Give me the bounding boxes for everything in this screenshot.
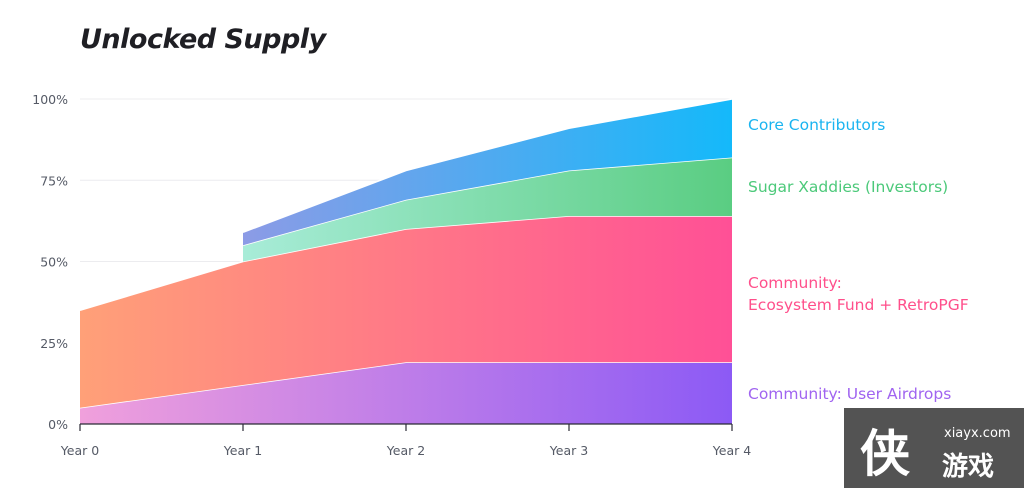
y-tick-label: 100% — [32, 92, 68, 107]
legend-item: Community: User Airdrops — [748, 383, 951, 405]
watermark: 侠 xiayx.com 游戏 — [844, 408, 1024, 488]
x-axis-ticks: Year 0 Year 1 Year 2 Year 3 Year 4 — [60, 424, 751, 458]
legend-label: Sugar Xaddies (Investors) — [748, 178, 949, 196]
chart-title: Unlocked Supply — [80, 24, 326, 55]
watermark-name: 游戏 — [942, 452, 995, 482]
legend-label: Community: User Airdrops — [748, 385, 952, 403]
legend-item: Core Contributors — [748, 114, 885, 136]
area-community — [80, 216, 732, 408]
area-sugar-xaddies-investors — [243, 157, 732, 262]
legend-item: Sugar Xaddies (Investors) — [748, 176, 948, 198]
legend-item: Community: Ecosystem Fund + RetroPGF — [748, 272, 969, 316]
legend-label: Ecosystem Fund + RetroPGF — [748, 296, 969, 314]
y-tick-label: 0% — [48, 417, 68, 432]
x-tick-label: Year 2 — [386, 443, 425, 458]
y-tick-label: 25% — [40, 336, 68, 351]
y-tick-label: 50% — [40, 255, 68, 270]
stacked-areas — [79, 98, 733, 424]
x-tick-label: Year 4 — [712, 443, 751, 458]
y-tick-label: 75% — [40, 173, 68, 188]
y-axis-ticks: 0% 25% 50% 75% 100% — [32, 92, 68, 432]
series-line — [242, 98, 733, 233]
area-core-contributors — [243, 99, 732, 246]
legend-label: Community: — [748, 274, 842, 292]
x-tick-label: Year 0 — [60, 443, 99, 458]
watermark-logo: 侠 — [860, 425, 910, 483]
area-community-user-airdrops — [80, 362, 732, 424]
x-tick-label: Year 3 — [549, 443, 588, 458]
watermark-site: xiayx.com — [944, 426, 1011, 441]
legend-label: Core Contributors — [748, 116, 886, 134]
x-tick-label: Year 1 — [223, 443, 262, 458]
